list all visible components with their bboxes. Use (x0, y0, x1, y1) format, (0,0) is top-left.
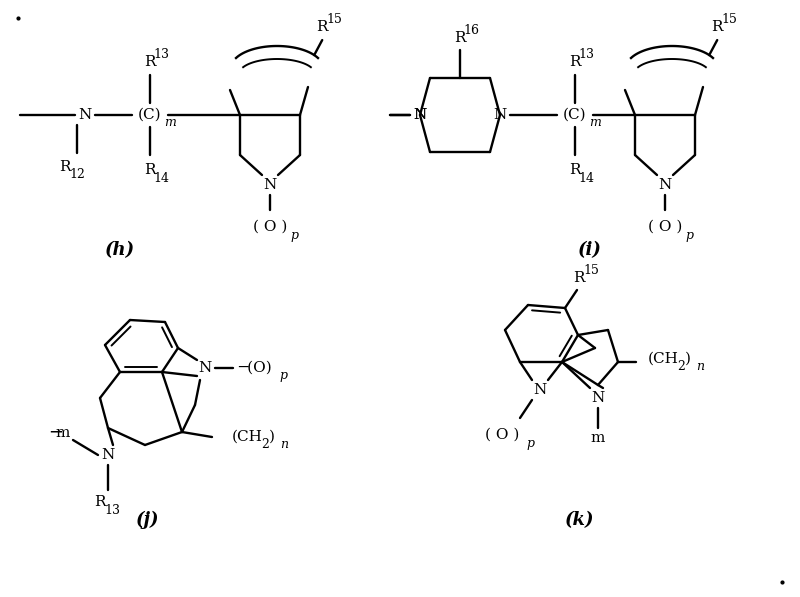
Text: (h): (h) (105, 241, 135, 259)
Text: n: n (280, 439, 288, 451)
Text: m: m (591, 431, 605, 445)
Text: p: p (290, 229, 298, 242)
Text: 14: 14 (578, 171, 594, 184)
Text: N: N (658, 178, 672, 192)
Text: 13: 13 (153, 48, 169, 60)
Text: R: R (144, 163, 156, 177)
Text: 16: 16 (463, 23, 479, 36)
Text: 12: 12 (69, 168, 85, 181)
Text: 13: 13 (578, 48, 594, 60)
Text: p: p (279, 370, 287, 383)
Text: 2: 2 (677, 361, 685, 374)
Text: N: N (102, 448, 114, 462)
Text: N: N (78, 108, 92, 122)
Text: N: N (414, 108, 426, 122)
Text: R: R (59, 160, 70, 174)
Text: 15: 15 (326, 13, 342, 26)
Text: 15: 15 (583, 263, 599, 276)
Text: R: R (711, 20, 723, 34)
Text: N: N (591, 391, 605, 405)
Text: N: N (414, 108, 426, 122)
Text: n: n (696, 361, 704, 374)
Text: p: p (526, 436, 534, 450)
Text: R: R (574, 271, 585, 285)
Text: R: R (570, 163, 581, 177)
Text: N: N (198, 361, 212, 375)
Text: m: m (164, 115, 176, 128)
Text: ( O ): ( O ) (253, 220, 287, 234)
Text: N: N (494, 108, 506, 122)
Text: 15: 15 (722, 13, 737, 26)
Text: ): ) (685, 352, 691, 366)
Text: 14: 14 (153, 171, 169, 184)
Text: 2: 2 (261, 439, 269, 451)
Text: ─(O): ─(O) (238, 361, 272, 375)
Text: m: m (589, 115, 601, 128)
Text: R: R (454, 31, 466, 45)
Text: (CH: (CH (647, 352, 678, 366)
Text: (C): (C) (563, 108, 587, 122)
Text: (i): (i) (578, 241, 602, 259)
Text: ): ) (269, 430, 275, 444)
Text: R: R (317, 20, 328, 34)
Text: (k): (k) (566, 511, 594, 529)
Text: (j): (j) (136, 511, 160, 529)
Text: m: m (56, 426, 70, 440)
Text: ( O ): ( O ) (648, 220, 682, 234)
Text: R: R (144, 55, 156, 69)
Text: (C): (C) (138, 108, 162, 122)
Text: p: p (685, 229, 693, 242)
Text: ─: ─ (50, 424, 62, 442)
Text: (CH: (CH (231, 430, 262, 444)
Text: N: N (534, 383, 546, 397)
Text: R: R (570, 55, 581, 69)
Text: ( O ): ( O ) (485, 428, 519, 442)
Text: R: R (94, 495, 106, 509)
Text: N: N (263, 178, 277, 192)
Text: 13: 13 (104, 503, 120, 516)
